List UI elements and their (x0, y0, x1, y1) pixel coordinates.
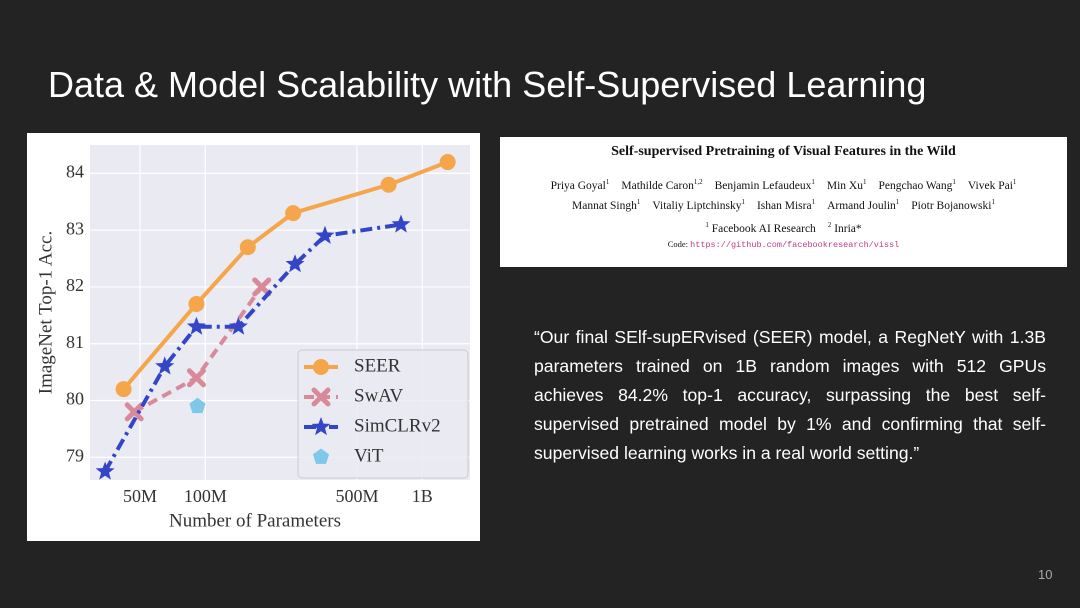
legend-label: SwAV (354, 385, 404, 406)
author: Ishan Misra1 (756, 197, 816, 212)
author-sup: 1 (636, 197, 641, 206)
x-axis-label: Number of Parameters (169, 510, 341, 531)
author-sup: 1 (605, 178, 610, 186)
author: Armand Joulin1 (827, 197, 900, 212)
marker (189, 397, 206, 414)
marker (188, 295, 205, 312)
marker (155, 356, 175, 375)
legend-marker (311, 417, 331, 436)
y-tick-label: 79 (66, 445, 84, 465)
author: Pengchao Wang1 (878, 178, 956, 192)
author: Piotr Bojanowski1 (911, 197, 995, 212)
marker (115, 381, 132, 398)
author-name: Benjamin Lefaudeux (714, 179, 812, 192)
author-name: Mannat Singh (572, 199, 637, 212)
author: Vivek Pai1 (967, 178, 1017, 192)
author-sup: 1 (811, 178, 815, 186)
legend-label: SimCLRv2 (354, 415, 441, 436)
series-line (122, 160, 449, 391)
paper-snippet: Self-supervised Pretraining of Visual Fe… (500, 137, 1067, 267)
y-tick-label: 82 (66, 275, 84, 295)
marker (228, 316, 248, 335)
x-tick-label: 50M (123, 486, 157, 506)
y-axis-label: ImageNet Top-1 Acc. (35, 231, 56, 394)
code-label: Code: (667, 239, 689, 250)
author-sup: 1,2 (693, 178, 703, 186)
marker (315, 225, 335, 244)
author-sup: 1 (741, 197, 745, 206)
author-sup: 1 (991, 197, 995, 206)
legend-box (297, 349, 469, 479)
marker (124, 402, 144, 422)
slide-title: Data & Model Scalability with Self-Super… (48, 64, 927, 105)
marker (95, 461, 115, 480)
page-number: 10 (1038, 567, 1053, 582)
paper-title: Self-supervised Pretraining of Visual Fe… (611, 144, 956, 159)
marker (186, 368, 206, 388)
affiliations: 1 Facebook AI Research 2 Inria* (500, 222, 1067, 236)
affiliation-sup: 2 (827, 221, 832, 230)
author-sup: 1 (952, 178, 956, 186)
author-name: Ishan Misra (756, 199, 812, 212)
author-sup: 1 (862, 178, 867, 186)
code-line: Code: https://github.com/facebookresearc… (500, 239, 1067, 250)
quote: “Our final SElf-supERvised (SEER) model,… (534, 327, 1046, 463)
author: Vitaliy Liptchinsky1 (652, 197, 745, 212)
author-name: Piotr Bojanowski (911, 199, 992, 212)
author: Benjamin Lefaudeux1 (714, 178, 815, 192)
affiliation-sup: 1 (705, 221, 709, 230)
x-tick-label: 1B (412, 486, 433, 506)
x-tick-label: 500M (335, 486, 378, 506)
author-name: Pengchao Wang (878, 179, 953, 192)
author-row: Priya Goyal1 Mathilde Caron1,2 Benjamin Le… (500, 174, 1067, 194)
author-list: Priya Goyal1 Mathilde Caron1,2 Benjamin Le… (500, 174, 1067, 214)
author: Min Xu1 (826, 178, 867, 192)
affiliation-name: Facebook AI Research (711, 223, 816, 236)
author: Priya Goyal1 (550, 178, 610, 192)
author-sup: 1 (1012, 178, 1017, 186)
marker (186, 316, 206, 335)
x-tick-label: 100M (184, 486, 227, 506)
author: Mannat Singh1 (572, 197, 641, 212)
author-name: Mathilde Caron (621, 179, 694, 192)
author-name: Vivek Pai (967, 179, 1013, 192)
marker (439, 154, 456, 171)
marker (239, 239, 256, 256)
marker (391, 214, 411, 233)
author-row: Mannat Singh1 Vitaliy Liptchinsky1 Ishan M… (500, 194, 1067, 214)
legend-marker (312, 448, 330, 464)
affiliation: 1 Facebook AI Research (705, 221, 816, 236)
author-sup: 1 (811, 197, 816, 206)
marker (252, 277, 272, 297)
code-url: https://github.com/facebookresearch/viss… (690, 240, 900, 251)
author-name: Priya Goyal (550, 179, 606, 192)
y-tick-label: 83 (66, 218, 84, 238)
legend-marker (311, 387, 331, 407)
legend-marker (313, 359, 329, 375)
author-name: Min Xu (826, 179, 863, 192)
author-sup: 1 (895, 197, 900, 206)
affiliation: 2 Inria* (827, 221, 862, 236)
legend-label: SEER (354, 355, 401, 376)
legend-label: ViT (354, 445, 384, 466)
marker (380, 176, 397, 193)
affiliation-name: Inria* (834, 223, 862, 236)
author-name: Vitaliy Liptchinsky (652, 199, 742, 212)
y-tick-label: 81 (66, 332, 84, 352)
marker (285, 205, 302, 222)
y-tick-label: 84 (66, 162, 84, 182)
chart: 79 80 81 82 83 84 50M 100M 500M 1B Number of Param… (27, 133, 480, 541)
marker (285, 254, 305, 273)
y-tick-label: 80 (66, 389, 84, 409)
author: Mathilde Caron1,2 (621, 178, 703, 192)
author-name: Armand Joulin (827, 199, 896, 212)
